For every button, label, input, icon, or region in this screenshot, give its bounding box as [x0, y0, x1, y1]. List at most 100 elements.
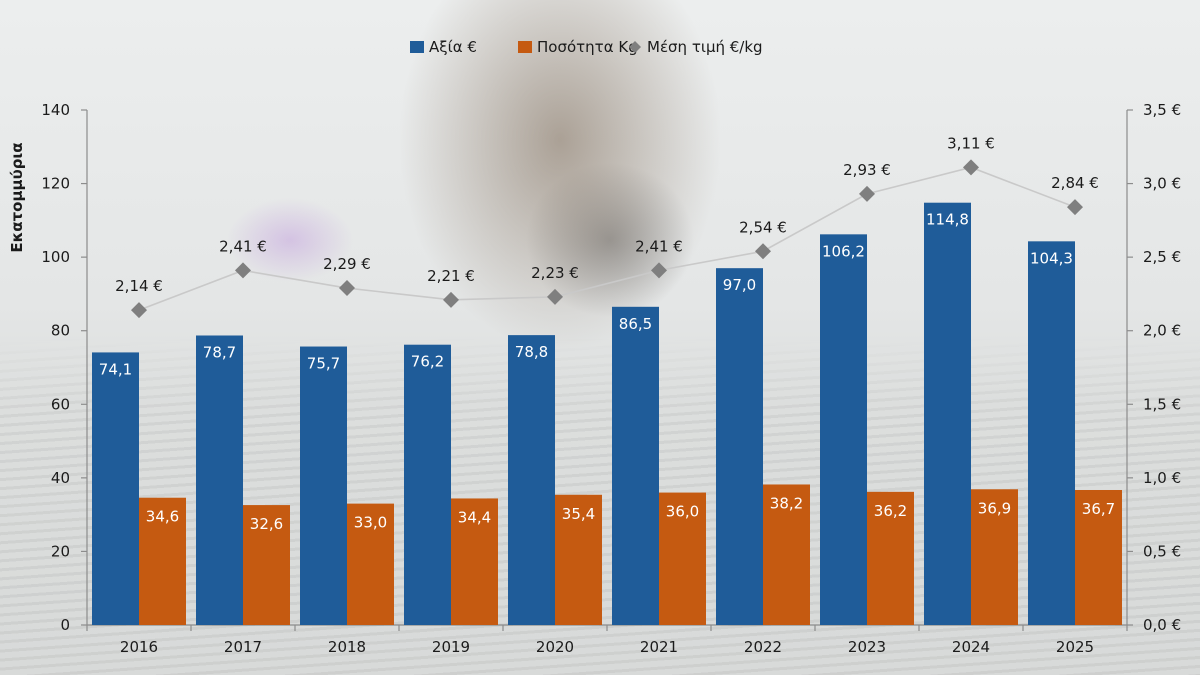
- bar-value: [508, 335, 555, 625]
- avg-price-label: 2,84 €: [1051, 174, 1099, 192]
- bar-value: [404, 344, 451, 625]
- avg-price-point: [443, 291, 459, 308]
- legend-swatch: [518, 41, 532, 53]
- avg-price-label: 2,29 €: [323, 255, 371, 273]
- y2-tick-label: 0,0 €: [1143, 616, 1181, 634]
- y-tick-label: 60: [51, 395, 70, 413]
- bar-quantity: [971, 489, 1018, 625]
- bar-quantity: [867, 491, 914, 625]
- legend-label: Αξία €: [429, 38, 477, 56]
- bar-value-label: 104,3: [1030, 249, 1073, 267]
- avg-price-label: 2,23 €: [531, 264, 579, 282]
- x-tick-label: 2019: [432, 638, 470, 656]
- avg-price-point: [1067, 199, 1083, 216]
- bar-value: [92, 352, 139, 625]
- bar-quantity-label: 33,0: [354, 514, 387, 532]
- avg-price-point: [235, 262, 251, 279]
- y-tick-label: 120: [41, 175, 70, 193]
- legend-swatch: [629, 41, 641, 53]
- bar-quantity: [243, 505, 290, 625]
- avg-price-point: [859, 185, 875, 202]
- avg-price-label: 2,14 €: [115, 277, 163, 295]
- bar-value-label: 76,2: [411, 353, 444, 371]
- bar-quantity-label: 36,9: [978, 499, 1011, 517]
- bar-quantity: [555, 494, 602, 625]
- y2-tick-label: 3,5 €: [1143, 101, 1181, 119]
- bar-quantity-label: 34,4: [458, 508, 491, 526]
- bar-value: [300, 346, 347, 625]
- x-tick-label: 2022: [744, 638, 782, 656]
- bar-quantity-label: 32,6: [250, 515, 283, 533]
- x-tick-label: 2025: [1056, 638, 1094, 656]
- x-tick-label: 2024: [952, 638, 990, 656]
- bar-value-label: 74,1: [99, 360, 132, 378]
- avg-price-point: [651, 262, 667, 279]
- bar-value-label: 97,0: [723, 276, 756, 294]
- y2-tick-label: 0,5 €: [1143, 542, 1181, 560]
- bar-value: [1028, 241, 1075, 625]
- avg-price-label: 2,54 €: [739, 218, 787, 236]
- bar-quantity-label: 36,7: [1082, 500, 1115, 518]
- y-tick-label: 140: [41, 101, 70, 119]
- bar-quantity-label: 36,2: [874, 502, 907, 520]
- avg-price-label: 2,93 €: [843, 161, 891, 179]
- x-tick-label: 2021: [640, 638, 678, 656]
- avg-price-point: [547, 288, 563, 305]
- bar-value-label: 114,8: [926, 211, 969, 229]
- avg-price-label: 2,41 €: [219, 237, 267, 255]
- y-tick-label: 40: [51, 469, 70, 487]
- bar-value: [196, 335, 243, 625]
- bar-quantity: [659, 492, 706, 625]
- bars: [92, 202, 1122, 626]
- avg-price-label: 3,11 €: [947, 134, 995, 152]
- bar-value-label: 75,7: [307, 355, 340, 373]
- y2-tick-label: 1,0 €: [1143, 469, 1181, 487]
- avg-price-series: [131, 159, 1083, 319]
- bar-value: [924, 202, 971, 625]
- x-tick-label: 2023: [848, 638, 886, 656]
- data-labels: 74,1 34,6 78,7 32,6 75,7 33,0 76,2 34,4 78,8 35,4…: [99, 134, 1115, 533]
- y-axis-title: Εκατομμύρια: [8, 142, 26, 252]
- x-tick-label: 2016: [120, 638, 158, 656]
- y-tick-label: 80: [51, 322, 70, 340]
- bar-quantity-label: 34,6: [146, 508, 179, 526]
- y2-tick-label: 3,0 €: [1143, 175, 1181, 193]
- y-tick-label: 20: [51, 542, 70, 560]
- y2-tick-label: 1,5 €: [1143, 395, 1181, 413]
- legend-label: Ποσότητα Kg: [537, 38, 638, 56]
- bar-value: [612, 306, 659, 625]
- avg-price-point: [755, 243, 771, 260]
- bar-quantity: [139, 497, 186, 625]
- x-tick-label: 2020: [536, 638, 574, 656]
- bar-value: [716, 268, 763, 625]
- bar-quantity-label: 36,0: [666, 503, 699, 521]
- bar-value-label: 86,5: [619, 315, 652, 333]
- bar-quantity-label: 38,2: [770, 494, 803, 512]
- avg-price-point: [131, 302, 147, 319]
- legend: Αξία € Ποσότητα Kg Μέση τιμή €/kg: [410, 38, 763, 56]
- bar-value: [820, 234, 867, 626]
- bar-value-label: 78,8: [515, 343, 548, 361]
- x-tick-label: 2017: [224, 638, 262, 656]
- legend-swatch: [410, 41, 424, 53]
- bar-value-label: 106,2: [822, 242, 865, 260]
- y-tick-label: 100: [41, 248, 70, 266]
- y2-tick-label: 2,5 €: [1143, 248, 1181, 266]
- bar-quantity: [1075, 489, 1122, 625]
- bar-value-label: 78,7: [203, 343, 236, 361]
- avg-price-point: [963, 159, 979, 176]
- legend-label: Μέση τιμή €/kg: [647, 38, 763, 56]
- axes: 0 20 40 60 80 100 120 140 0,0 € 0,5 € 1,0 € 1,5 € 2,…: [8, 101, 1181, 656]
- bar-quantity: [763, 484, 810, 625]
- y-tick-label: 0: [60, 616, 70, 634]
- avg-price-label: 2,21 €: [427, 267, 475, 285]
- bar-quantity-label: 35,4: [562, 505, 595, 523]
- avg-price-line: [138, 166, 1076, 311]
- bar-quantity: [347, 503, 394, 625]
- bar-quantity: [451, 498, 498, 625]
- x-tick-label: 2018: [328, 638, 366, 656]
- y2-tick-label: 2,0 €: [1143, 322, 1181, 340]
- avg-price-point: [339, 280, 355, 297]
- avg-price-label: 2,41 €: [635, 237, 683, 255]
